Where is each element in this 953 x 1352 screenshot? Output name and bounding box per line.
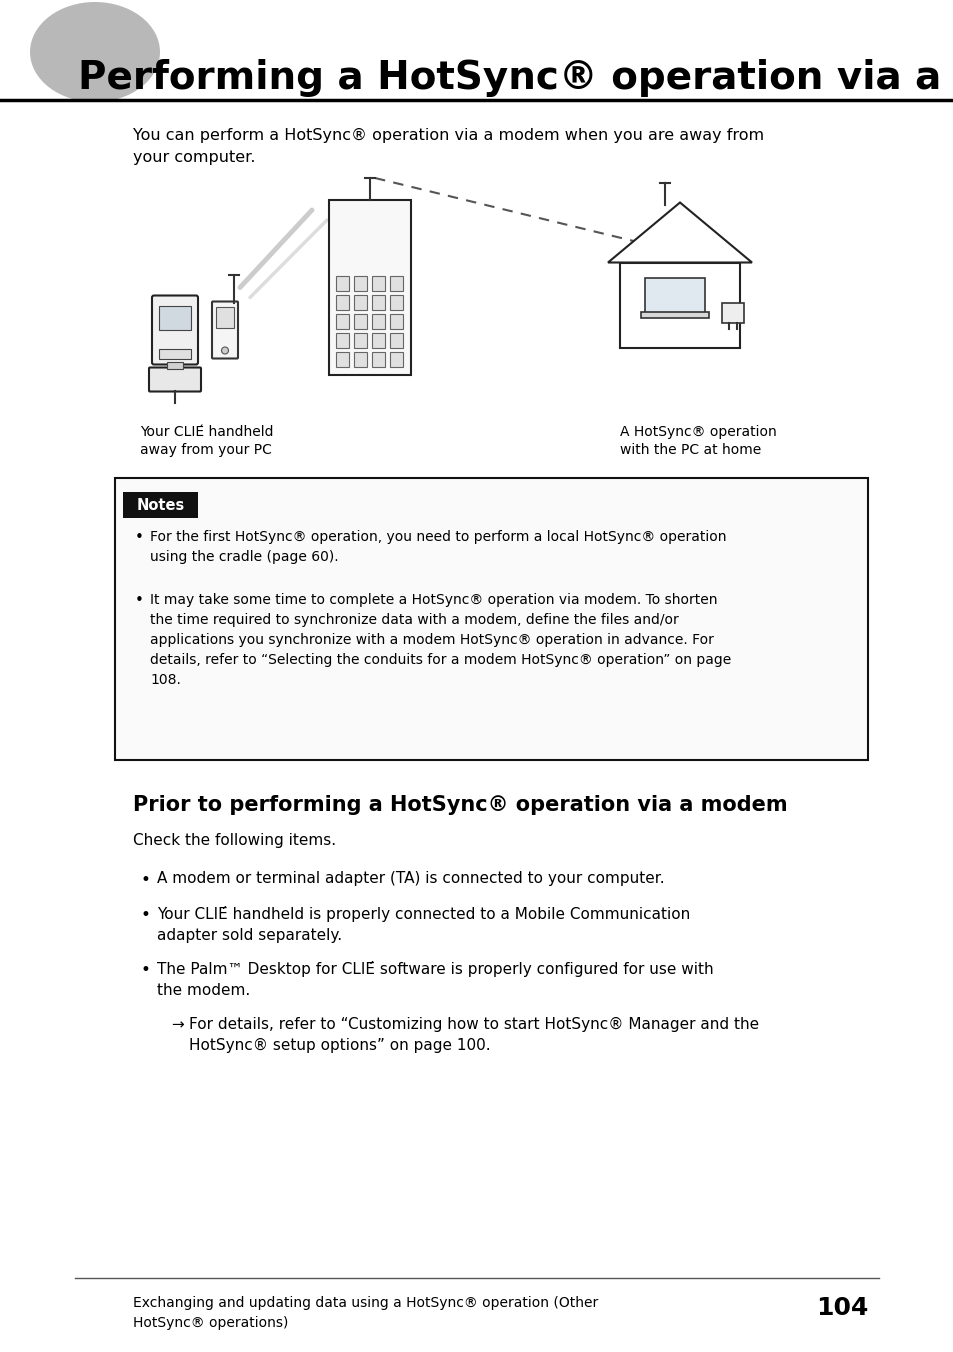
Bar bbox=[354, 295, 367, 310]
Bar bbox=[329, 200, 411, 375]
Text: •: • bbox=[135, 530, 144, 545]
Bar bbox=[372, 352, 385, 366]
Text: You can perform a HotSync® operation via a modem when you are away from
your com: You can perform a HotSync® operation via… bbox=[132, 128, 763, 165]
Text: The Palm™ Desktop for CLIÉ software is properly configured for use with
the mod: The Palm™ Desktop for CLIÉ software is … bbox=[157, 961, 713, 998]
Bar bbox=[619, 262, 740, 347]
Bar bbox=[390, 314, 402, 329]
FancyBboxPatch shape bbox=[152, 296, 198, 365]
Bar bbox=[335, 314, 349, 329]
Bar bbox=[390, 352, 402, 366]
Text: •: • bbox=[135, 594, 144, 608]
Bar bbox=[335, 276, 349, 291]
Bar bbox=[372, 276, 385, 291]
Circle shape bbox=[221, 347, 229, 354]
Text: •: • bbox=[141, 871, 151, 890]
Text: Your CLIÉ handheld
away from your PC: Your CLIÉ handheld away from your PC bbox=[140, 425, 274, 457]
Text: It may take some time to complete a HotSync® operation via modem. To shorten
the: It may take some time to complete a HotS… bbox=[150, 594, 731, 687]
Bar bbox=[354, 314, 367, 329]
Polygon shape bbox=[644, 279, 704, 314]
Bar bbox=[335, 333, 349, 347]
Bar bbox=[159, 306, 191, 330]
Bar bbox=[372, 314, 385, 329]
Bar bbox=[372, 333, 385, 347]
Text: Check the following items.: Check the following items. bbox=[132, 833, 335, 848]
Bar bbox=[354, 352, 367, 366]
Text: Exchanging and updating data using a HotSync® operation (Other
HotSync® operatio: Exchanging and updating data using a Hot… bbox=[132, 1297, 598, 1330]
Bar bbox=[159, 349, 191, 358]
Bar bbox=[215, 307, 233, 329]
Bar bbox=[372, 295, 385, 310]
Text: •: • bbox=[141, 906, 151, 923]
Text: 104: 104 bbox=[816, 1297, 868, 1320]
Polygon shape bbox=[607, 203, 751, 262]
FancyBboxPatch shape bbox=[149, 368, 201, 392]
Text: →: → bbox=[171, 1017, 184, 1032]
Bar bbox=[167, 361, 183, 369]
Bar bbox=[335, 295, 349, 310]
Text: A modem or terminal adapter (TA) is connected to your computer.: A modem or terminal adapter (TA) is conn… bbox=[157, 871, 664, 886]
Bar bbox=[390, 295, 402, 310]
Text: A HotSync® operation
with the PC at home: A HotSync® operation with the PC at home bbox=[619, 425, 776, 457]
Bar bbox=[721, 303, 743, 323]
Bar bbox=[354, 333, 367, 347]
Text: For details, refer to “Customizing how to start HotSync® Manager and the
HotSync: For details, refer to “Customizing how t… bbox=[189, 1017, 759, 1053]
FancyBboxPatch shape bbox=[212, 301, 237, 358]
Text: Notes: Notes bbox=[136, 498, 185, 512]
Text: Your CLIÉ handheld is properly connected to a Mobile Communication
adapter sold: Your CLIÉ handheld is properly connecte… bbox=[157, 906, 690, 942]
Bar bbox=[354, 276, 367, 291]
Bar bbox=[640, 312, 708, 318]
Ellipse shape bbox=[30, 1, 160, 101]
Text: •: • bbox=[141, 961, 151, 979]
Bar bbox=[390, 276, 402, 291]
Text: For the first HotSync® operation, you need to perform a local HotSync® operation: For the first HotSync® operation, you ne… bbox=[150, 530, 726, 564]
Bar bbox=[123, 492, 198, 518]
Bar bbox=[335, 352, 349, 366]
Bar bbox=[390, 333, 402, 347]
Bar bbox=[115, 479, 867, 760]
Text: Performing a HotSync® operation via a modem: Performing a HotSync® operation via a mo… bbox=[78, 59, 953, 97]
Text: Prior to performing a HotSync® operation via a modem: Prior to performing a HotSync® operation… bbox=[132, 795, 787, 815]
